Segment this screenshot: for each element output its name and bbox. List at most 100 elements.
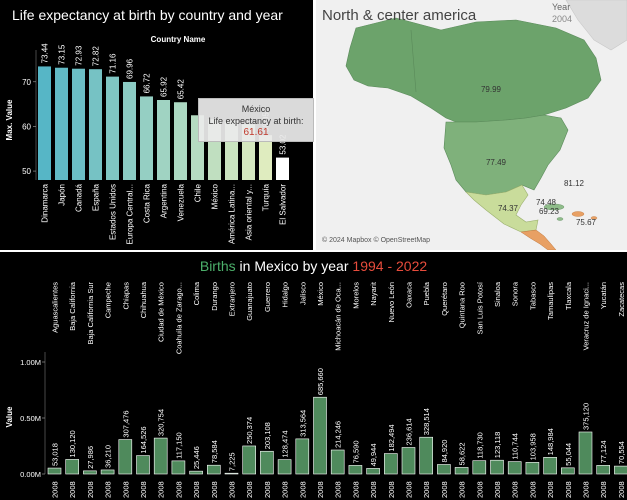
births-value-label: 685,660 xyxy=(316,368,325,395)
life-bar[interactable] xyxy=(72,68,85,180)
births-value-label: 53,018 xyxy=(51,443,60,466)
births-bar[interactable] xyxy=(189,470,203,475)
life-value-label: 53.02 xyxy=(279,134,288,155)
births-value-label: 78,584 xyxy=(210,440,219,463)
births-bar[interactable] xyxy=(118,439,133,475)
births-title-mexico: Mexico xyxy=(254,258,299,274)
births-title: Births in Mexico by year 1994 - 2022 xyxy=(0,258,627,274)
births-category-label: Hidalgo xyxy=(281,282,290,307)
births-bar[interactable] xyxy=(277,459,292,475)
births-year-label: 2008 xyxy=(68,481,77,498)
births-bar[interactable] xyxy=(313,396,327,475)
life-bar[interactable] xyxy=(276,157,289,180)
year-filter-value[interactable]: 2004 xyxy=(552,14,573,24)
births-bar[interactable] xyxy=(383,453,398,475)
births-category-label: Chihuahua xyxy=(139,281,148,318)
births-value-label: 307,476 xyxy=(121,410,130,437)
life-value-label: 69.96 xyxy=(126,58,135,79)
births-bar[interactable] xyxy=(454,467,469,475)
births-bar[interactable] xyxy=(100,469,115,475)
hispaniola-shape[interactable] xyxy=(571,211,585,217)
births-bar[interactable] xyxy=(260,450,274,475)
births-bar[interactable] xyxy=(136,455,150,475)
births-bar[interactable] xyxy=(525,462,540,475)
central-america-shape[interactable] xyxy=(520,229,557,250)
puerto-rico-shape[interactable] xyxy=(590,216,598,220)
map-value-label: 69.23 xyxy=(539,207,560,216)
life-bar[interactable] xyxy=(123,81,136,180)
births-bar[interactable] xyxy=(330,449,345,475)
births-bar[interactable] xyxy=(207,464,221,475)
births-chart: Value 0.00M 0.50M 1.00M 53,018 Aguascalient… xyxy=(5,281,627,498)
life-value-label: 65.42 xyxy=(177,79,186,100)
births-bar[interactable] xyxy=(83,470,97,475)
births-bar[interactable] xyxy=(366,468,380,475)
country-name-header: Country Name xyxy=(151,35,206,44)
alaska-border xyxy=(410,29,417,93)
births-year-label: 2008 xyxy=(51,481,60,498)
life-expectancy-chart: Country Name Max. Value 50 60 70 73.44 Dina… xyxy=(5,35,289,244)
cuba-shape[interactable] xyxy=(543,203,565,211)
births-bar[interactable] xyxy=(401,447,416,475)
births-year-label: 2008 xyxy=(157,481,166,498)
births-bar[interactable] xyxy=(224,472,239,475)
births-bar[interactable] xyxy=(560,467,575,475)
births-bar[interactable] xyxy=(65,459,79,475)
births-bar[interactable] xyxy=(242,445,256,475)
births-bar[interactable] xyxy=(472,460,487,475)
births-value-label: 313,564 xyxy=(298,410,307,437)
life-bar[interactable] xyxy=(259,135,272,180)
births-bar[interactable] xyxy=(596,465,611,475)
life-value-label: 73.15 xyxy=(58,44,67,65)
life-bar[interactable] xyxy=(106,76,119,180)
mexico-shape[interactable] xyxy=(465,184,539,233)
births-category-label: México xyxy=(316,282,325,306)
births-category-label: Aguascalientes xyxy=(51,282,60,333)
tooltip-label: Life expectancy at birth: xyxy=(208,116,304,126)
life-category-label: América Latina... xyxy=(228,184,237,244)
births-bar[interactable] xyxy=(614,465,627,475)
life-bar[interactable] xyxy=(157,100,170,180)
births-value-label: 236,614 xyxy=(405,418,414,445)
births-value-label: 117,150 xyxy=(174,432,183,459)
life-bar[interactable] xyxy=(55,67,68,180)
map-value-label: 81.12 xyxy=(564,179,585,188)
births-bar[interactable] xyxy=(419,436,434,475)
births-category-label: Coahuila de Zarago... xyxy=(174,282,183,354)
births-bar[interactable] xyxy=(437,464,451,475)
births-bar[interactable] xyxy=(47,467,62,475)
births-category-label: Nuevo León xyxy=(387,282,396,322)
births-bar[interactable] xyxy=(543,457,557,475)
births-value-label: 49,944 xyxy=(369,443,378,466)
births-value-label: 25,446 xyxy=(192,446,201,469)
life-y-tick-label: 60 xyxy=(22,122,31,131)
births-year-label: 2008 xyxy=(599,481,608,498)
births-category-label: Baja California Sur xyxy=(86,281,95,344)
births-bar[interactable] xyxy=(507,461,522,475)
life-bar[interactable] xyxy=(89,69,102,180)
usa-shape[interactable] xyxy=(443,114,569,196)
life-bar[interactable] xyxy=(174,102,187,180)
tooltip-value: 61.61 xyxy=(243,127,269,138)
births-bar[interactable] xyxy=(348,465,363,475)
births-bar[interactable] xyxy=(295,438,310,475)
births-bar[interactable] xyxy=(171,460,186,475)
births-value-label: 103,958 xyxy=(528,433,537,460)
births-value-label: 27,986 xyxy=(86,446,95,469)
births-year-label: 2008 xyxy=(263,481,272,498)
jamaica-shape[interactable] xyxy=(556,217,564,221)
births-bar[interactable] xyxy=(578,431,593,475)
births-panel: Births in Mexico by year 1994 - 2022 Val… xyxy=(0,252,627,500)
births-bar[interactable] xyxy=(153,437,168,475)
life-expectancy-title: Life expectancy at birth by country and … xyxy=(12,7,283,23)
life-bar[interactable] xyxy=(140,96,153,180)
births-value-label: 148,984 xyxy=(546,428,555,455)
births-value-label: 375,120 xyxy=(582,403,591,430)
births-bar[interactable] xyxy=(490,459,504,475)
births-category-label: Tamaulipas xyxy=(546,282,555,320)
life-bar[interactable] xyxy=(38,66,51,180)
births-value-label: 203,108 xyxy=(263,422,272,449)
map-value-label: 75.67 xyxy=(576,218,597,227)
map-panel[interactable]: 79.99 77.49 81.12 74.37 74.48 69.23 75.67 Nort… xyxy=(316,0,627,250)
